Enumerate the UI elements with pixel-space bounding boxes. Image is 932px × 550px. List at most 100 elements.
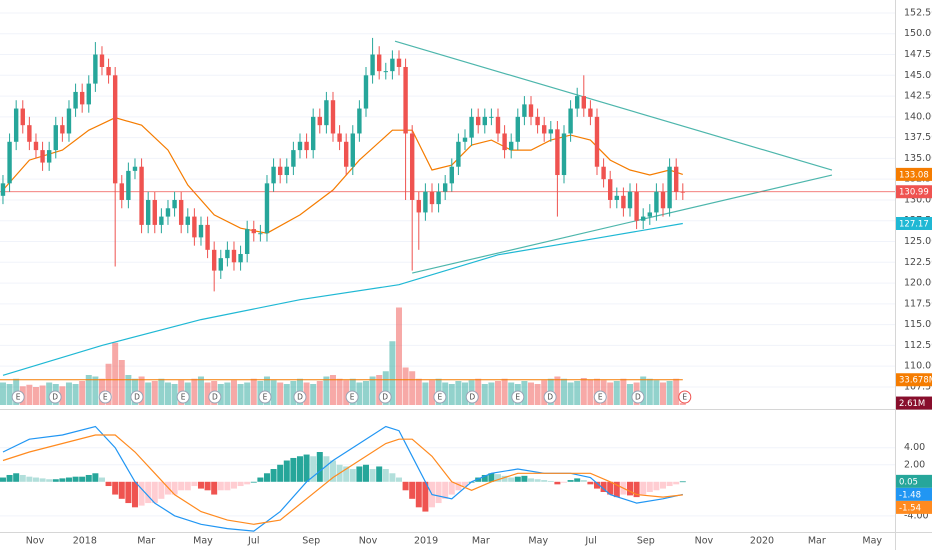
histogram-bar: [296, 456, 303, 482]
event-marker: [258, 390, 272, 404]
candle-body: [594, 116, 600, 167]
histogram-bar: [633, 481, 640, 498]
volume-bar: [79, 381, 86, 405]
candle-body: [46, 150, 52, 163]
candle-body: [495, 116, 501, 134]
histogram-bar: [369, 469, 376, 482]
candle-body: [469, 116, 474, 138]
histogram-bar: [277, 464, 284, 482]
volume-bar: [481, 384, 488, 405]
event-label: D: [635, 393, 641, 402]
event-label: E: [181, 393, 186, 402]
x-tick-label: Mar: [472, 536, 490, 547]
event-marker: [511, 390, 525, 404]
histogram-bar: [600, 481, 607, 492]
candle-body: [271, 166, 276, 184]
histogram-bar: [448, 481, 455, 495]
candle-body: [370, 54, 375, 76]
volume-bar: [26, 384, 33, 405]
candle-body: [13, 108, 19, 142]
histogram-bar: [501, 475, 508, 482]
volume-bar: [422, 382, 429, 405]
histogram-bar: [442, 481, 449, 499]
candle-body: [40, 150, 45, 163]
histogram-bar: [461, 481, 468, 487]
histogram-bar: [224, 481, 231, 491]
histogram-bar: [527, 478, 534, 482]
histogram-bar: [184, 481, 191, 491]
candle-body: [667, 166, 672, 209]
histogram-bar: [607, 481, 614, 495]
histogram-bar: [46, 479, 53, 482]
candle-body: [640, 216, 646, 221]
volume-bar: [554, 376, 561, 405]
histogram-bar: [65, 477, 72, 482]
histogram-bar: [593, 481, 600, 489]
lines-layer: [0, 40, 895, 376]
volume-bar: [541, 380, 548, 405]
volume-bar: [574, 381, 581, 405]
event-label: E: [263, 393, 268, 402]
candle-body: [185, 216, 190, 225]
price-badge: [896, 373, 932, 387]
volume-bar: [310, 384, 317, 405]
candle-body: [192, 216, 197, 238]
histogram-bar: [72, 476, 79, 482]
volume-bar: [191, 378, 198, 405]
candle-body: [20, 108, 25, 126]
volume-bar: [560, 378, 567, 405]
histogram-bar: [230, 481, 237, 489]
price-badge-label: 130.99: [899, 188, 929, 198]
volume-bar: [640, 376, 647, 405]
y-tick-label: 110.00: [904, 361, 932, 372]
histogram-bar: [310, 456, 317, 482]
volume-bar: [494, 381, 501, 405]
histogram-bar: [138, 481, 145, 506]
histogram-bar: [514, 476, 521, 482]
histogram-bar: [626, 481, 633, 496]
histogram-bar: [613, 481, 620, 498]
candle-body: [145, 199, 151, 225]
histogram-bar: [59, 478, 66, 482]
candle-body: [376, 54, 382, 72]
price-badge-label: 133.08: [899, 170, 929, 180]
histogram-bar: [415, 481, 422, 508]
histogram-bar: [26, 476, 33, 482]
histogram-bar: [250, 481, 257, 483]
candle-body: [581, 96, 586, 109]
histogram-bar: [257, 477, 264, 482]
volume-bar: [666, 381, 673, 405]
volume-bar: [409, 371, 416, 405]
volume-bar: [263, 376, 270, 405]
candles-layer: [0, 37, 686, 292]
event-marker: [98, 390, 112, 404]
candle-body: [621, 195, 626, 209]
candle-body: [93, 54, 98, 84]
candle-body: [198, 224, 204, 238]
volume-bar: [164, 382, 171, 405]
y-tick-label: 142.50: [904, 91, 932, 102]
event-marker: [176, 390, 190, 404]
candle-body: [27, 125, 32, 142]
histogram-bar: [646, 481, 653, 492]
y-tick-label: 137.50: [904, 132, 932, 143]
candle-body: [614, 195, 619, 200]
event-label: E: [350, 393, 355, 402]
candle-body: [475, 116, 481, 126]
volume-bar: [59, 386, 66, 405]
volume-bar: [527, 382, 534, 405]
histogram-bar: [356, 466, 363, 482]
volume-bar: [613, 381, 620, 405]
histogram-bar: [494, 474, 501, 482]
histogram-bar: [541, 480, 548, 482]
histogram-bar: [409, 481, 416, 499]
candle-body: [416, 199, 421, 213]
x-tick-label: 2020: [750, 536, 774, 547]
candle-body: [291, 150, 296, 167]
histogram-bar: [131, 481, 138, 508]
candle-body: [86, 83, 91, 105]
volume-bar: [376, 375, 383, 405]
candle-body: [403, 66, 408, 134]
histogram-bar: [151, 481, 158, 504]
